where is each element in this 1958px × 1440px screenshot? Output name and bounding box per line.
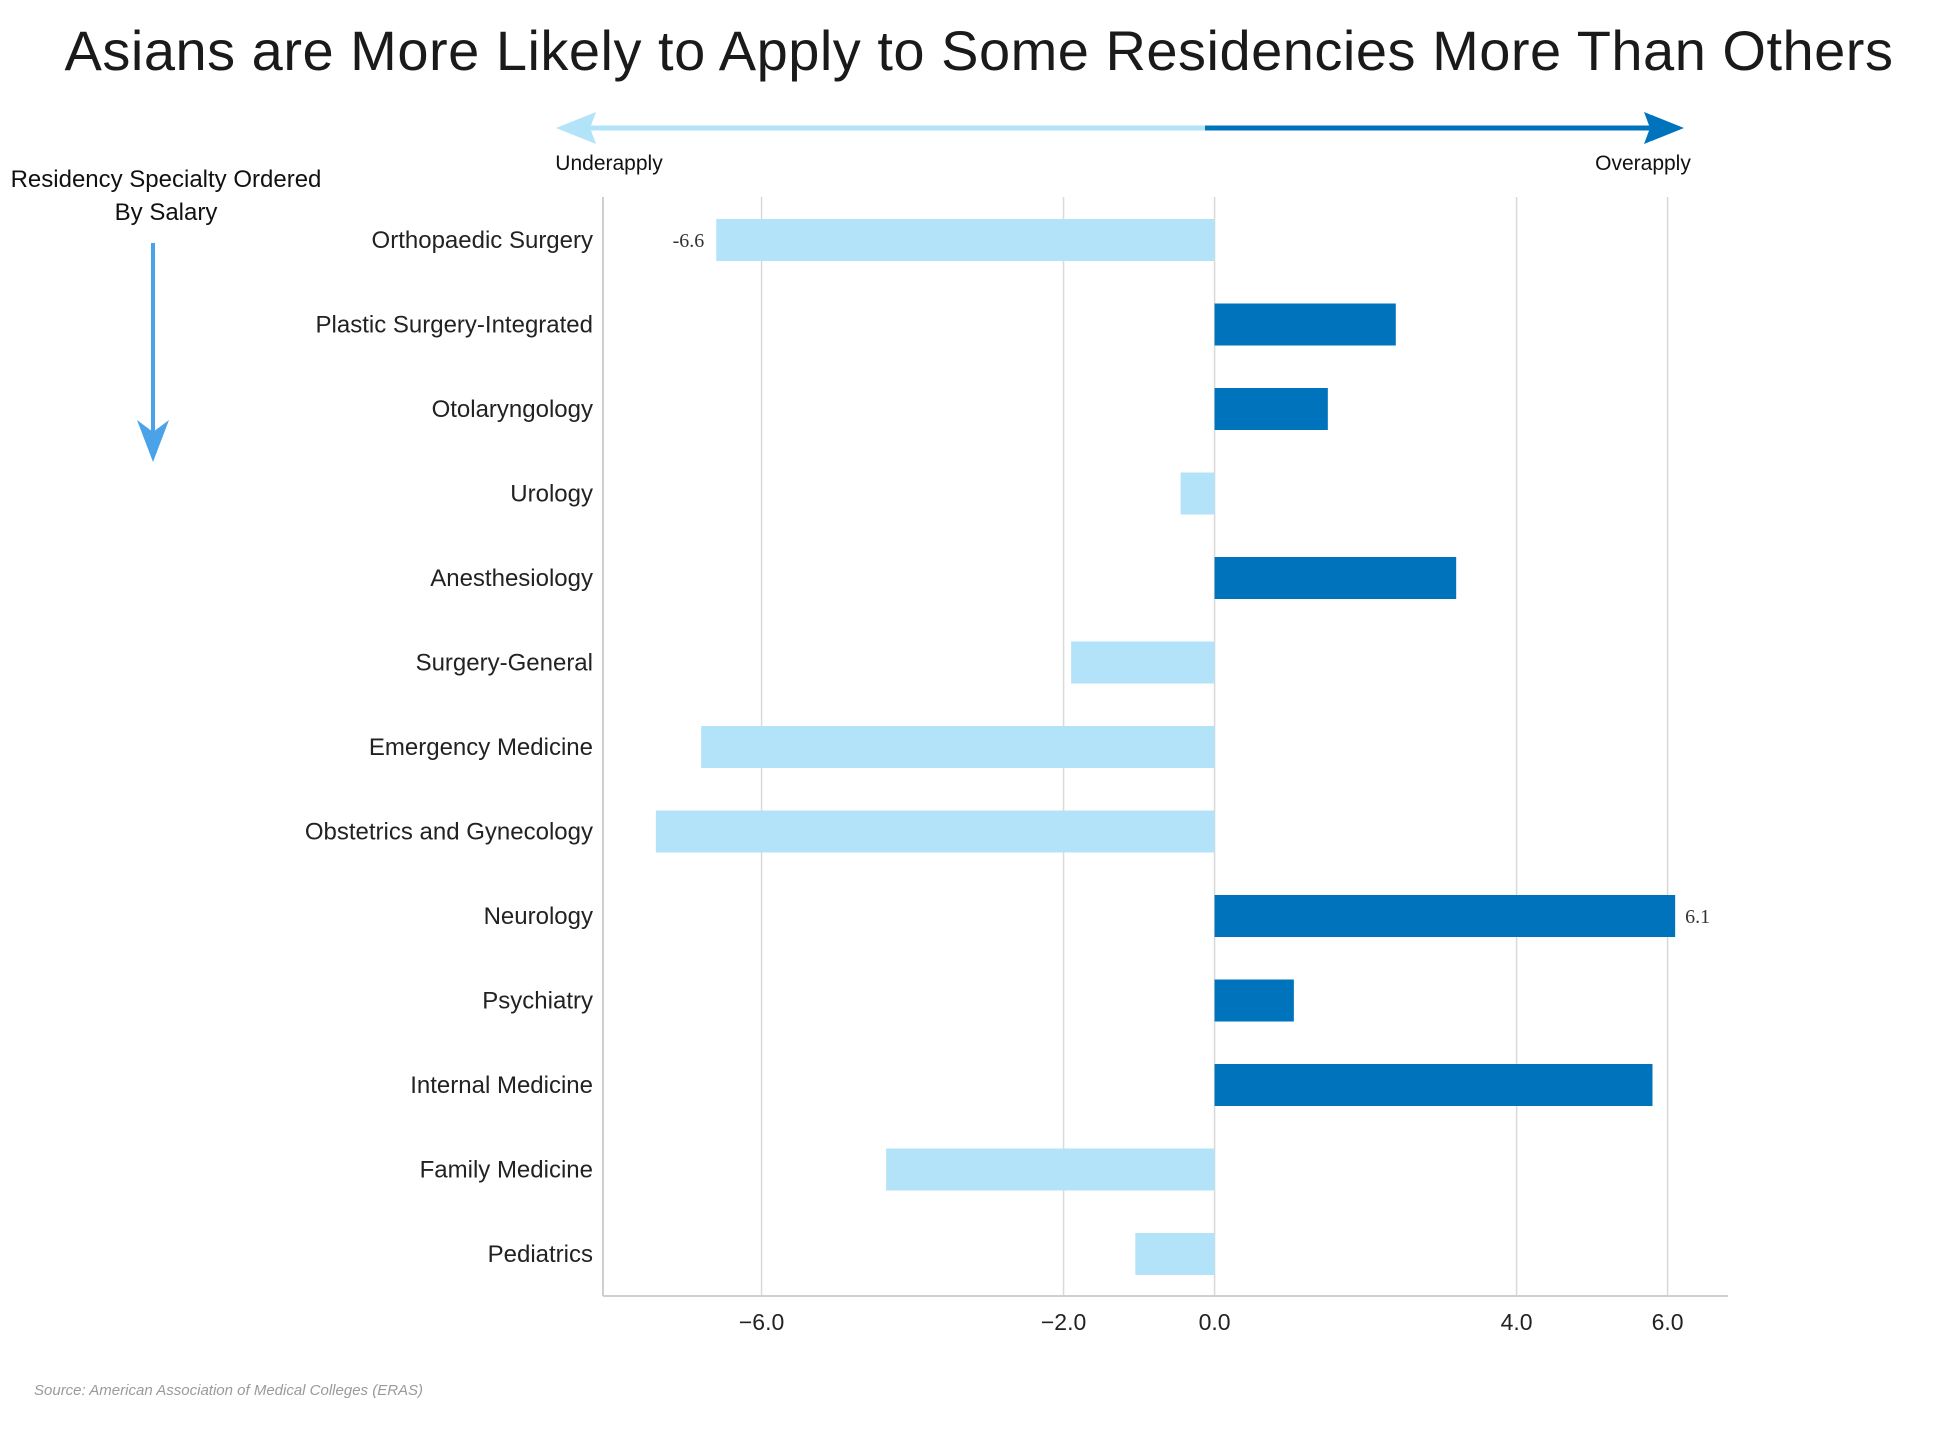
x-tick-label: 4.0 <box>1501 1309 1533 1335</box>
bar <box>1135 1233 1215 1275</box>
category-label: Pediatrics <box>488 1241 593 1268</box>
overapply-label: Overapply <box>1595 152 1691 175</box>
bar <box>886 1148 1215 1191</box>
category-label: Family Medicine <box>420 1157 593 1184</box>
category-label: Internal Medicine <box>410 1072 593 1099</box>
source-note: Source: American Association of Medical … <box>34 1382 424 1399</box>
category-labels: Orthopaedic Surgery Plastic Surgery-Integ… <box>305 227 593 1268</box>
data-labels: -6.6 6.1 <box>673 230 1711 928</box>
ordering-note-line-1: Residency Specialty Ordered <box>10 166 322 193</box>
gridlines <box>760 197 1669 1296</box>
x-tick-label: 0.0 <box>1199 1309 1231 1335</box>
underapply-label: Underapply <box>555 152 663 175</box>
bar <box>1214 303 1396 346</box>
ordering-note: Residency Specialty Ordered By Salary <box>0 163 332 229</box>
category-label: Otolaryngology <box>432 396 593 423</box>
bar <box>701 726 1215 768</box>
down-arrow-icon <box>137 243 169 462</box>
axes <box>602 197 1728 1297</box>
bar <box>1214 557 1457 599</box>
category-label: Orthopaedic Surgery <box>372 227 593 254</box>
x-tick-label: 6.0 <box>1652 1309 1684 1335</box>
category-label: Anesthesiology <box>430 565 593 592</box>
data-label: 6.1 <box>1685 906 1710 928</box>
category-label: Obstetrics and Gynecology <box>305 819 593 846</box>
category-label: Plastic Surgery-Integrated <box>316 312 593 339</box>
ordering-note-line-2: By Salary <box>114 199 218 226</box>
category-label: Urology <box>510 481 593 508</box>
category-label: Emergency Medicine <box>369 734 593 761</box>
direction-arrow: Underapply Overapply <box>555 112 1691 175</box>
bar <box>655 810 1215 853</box>
category-label: Neurology <box>484 903 593 930</box>
data-label: -6.6 <box>673 230 705 252</box>
underapply-arrowhead-icon <box>556 112 596 144</box>
bar <box>1071 641 1215 684</box>
bars <box>655 219 1676 1275</box>
x-tick-labels: −6.0 −2.0 0.0 4.0 6.0 <box>739 1309 1684 1335</box>
bar <box>1214 979 1294 1022</box>
bar <box>1214 895 1676 937</box>
category-label: Surgery-General <box>416 650 593 677</box>
bar <box>1214 1064 1653 1106</box>
bar <box>716 219 1215 261</box>
bar <box>1214 388 1328 430</box>
chart-title: Asians are More Likely to Apply to Some … <box>64 19 1894 82</box>
x-tick-label: −2.0 <box>1041 1309 1086 1335</box>
x-tick-label: −6.0 <box>739 1309 784 1335</box>
category-label: Psychiatry <box>482 988 593 1015</box>
overapply-arrowhead-icon <box>1644 112 1684 144</box>
bar <box>1180 472 1215 515</box>
